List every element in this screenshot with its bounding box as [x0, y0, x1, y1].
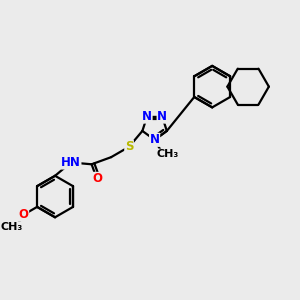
- Text: O: O: [92, 172, 102, 185]
- Text: N: N: [157, 110, 167, 123]
- Text: HN: HN: [61, 156, 81, 169]
- Text: S: S: [125, 140, 133, 153]
- Text: CH₃: CH₃: [1, 222, 23, 232]
- Text: N: N: [150, 133, 160, 146]
- Text: N: N: [142, 110, 152, 123]
- Text: CH₃: CH₃: [157, 149, 179, 159]
- Text: O: O: [19, 208, 28, 221]
